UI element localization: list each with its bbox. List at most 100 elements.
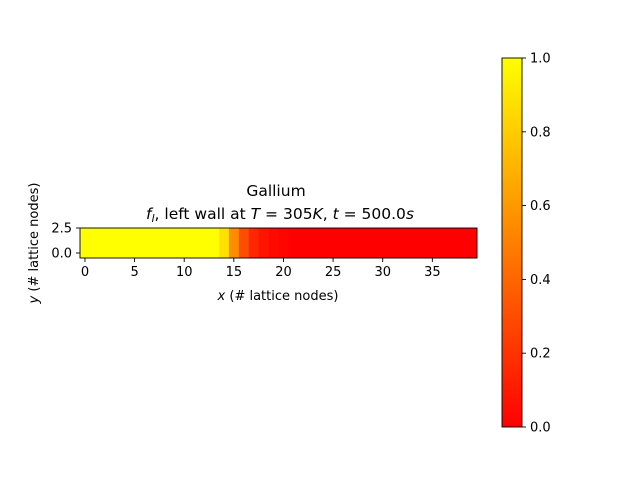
heatmap-cell — [387, 228, 398, 239]
x-tick-label: 20 — [275, 265, 292, 280]
heatmap-cell — [427, 228, 438, 239]
heatmap-cell — [318, 228, 329, 239]
heatmap-cell — [357, 238, 369, 249]
heatmap-cell — [149, 228, 160, 239]
colorbar-tick-label: 0.2 — [530, 347, 551, 362]
heatmap-cell — [367, 238, 379, 249]
heatmap-cell — [367, 248, 379, 259]
heatmap-cell — [397, 228, 408, 239]
colorbar-tick-label: 1.0 — [530, 52, 551, 67]
heatmap-cell — [89, 228, 101, 239]
heatmap-cell — [189, 248, 200, 259]
heatmap-cell — [248, 238, 260, 249]
y-tick-label: 0.0 — [51, 247, 72, 262]
heatmap-cell — [228, 228, 240, 239]
heatmap-cell — [417, 228, 428, 239]
heatmap-cell — [248, 248, 260, 259]
heatmap-cell — [437, 238, 448, 249]
heatmap-cell — [338, 228, 349, 239]
subtitle-sep: , — [323, 205, 333, 223]
heatmap-cell — [109, 248, 121, 259]
heatmap-cell — [397, 248, 408, 259]
x-tick-label: 35 — [424, 265, 441, 280]
heatmap-cell — [218, 238, 230, 249]
heatmap-cell — [338, 248, 349, 259]
heatmap-cell — [99, 228, 111, 239]
heatmap-cell — [278, 238, 289, 249]
heatmap-cell — [288, 238, 299, 249]
heatmap-cell — [238, 248, 250, 259]
heatmap-cell — [298, 238, 309, 249]
heatmap-cell — [149, 238, 160, 249]
heatmap-cell — [189, 228, 200, 239]
heatmap-cell — [218, 228, 230, 239]
heatmap-cell — [80, 248, 91, 259]
heatmap-cell — [129, 238, 140, 249]
heatmap-cell — [397, 238, 408, 249]
x-tick-label: 0 — [81, 265, 89, 280]
heatmap-cell — [377, 238, 389, 249]
heatmap-cell — [228, 238, 240, 249]
heatmap-cell — [169, 228, 180, 239]
heatmap-cell — [427, 238, 438, 249]
heatmap-cell — [268, 248, 279, 259]
x-axis-ticks: 0 5 10 15 20 25 30 35 — [81, 258, 441, 280]
heatmap-cell — [268, 228, 279, 239]
heatmap-cell — [308, 228, 319, 239]
heatmap-cell — [80, 228, 91, 239]
heatmap-cell — [248, 228, 260, 239]
heatmap-cell — [318, 248, 329, 259]
heatmap-cell — [258, 248, 269, 259]
heatmap-cell — [209, 238, 220, 249]
heatmap-cell — [457, 238, 468, 249]
heatmap-cell — [308, 238, 319, 249]
colorbar-tick-label: 0.4 — [530, 273, 551, 288]
heatmap-cell — [209, 228, 220, 239]
plot-frame — [79, 227, 478, 259]
colorbar-ticks: 0.0 0.2 0.4 0.6 0.8 1.0 — [522, 52, 551, 436]
y-axis-label: y (# lattice nodes) — [27, 183, 42, 305]
heatmap-cell — [357, 248, 369, 259]
heatmap-cell — [377, 248, 389, 259]
heatmap-cell — [189, 238, 200, 249]
heatmap-cell — [407, 228, 418, 239]
heatmap-cell — [89, 248, 101, 259]
heatmap-cell — [417, 248, 428, 259]
x-tick-label: 25 — [325, 265, 342, 280]
heatmap-cell — [149, 248, 160, 259]
heatmap-cell — [308, 248, 319, 259]
heatmap-cell — [179, 248, 190, 259]
heatmap-cell — [288, 248, 299, 259]
heatmap-cell — [387, 248, 398, 259]
y-tick-label: 2.5 — [51, 222, 72, 237]
x-tick-label: 30 — [374, 265, 391, 280]
subtitle-t-value: = 500.0 — [339, 205, 406, 223]
heatmap-cell — [89, 238, 101, 249]
subtitle-f: f — [146, 205, 154, 223]
subtitle-mid: , left wall at — [155, 205, 251, 223]
heatmap-cell — [139, 238, 150, 249]
subtitle-T-value: = 305 — [260, 205, 312, 223]
heatmap-cell — [347, 248, 359, 259]
chart-subtitle: fl, left wall at T = 305K, t = 500.0s — [146, 205, 414, 225]
heatmap-cell — [437, 248, 448, 259]
heatmap-cell — [238, 238, 250, 249]
heatmap-cell — [318, 238, 329, 249]
heatmap-cell — [447, 228, 458, 239]
heatmap-cell — [159, 228, 170, 239]
heatmap-cell — [387, 238, 398, 249]
heatmap-cell — [338, 238, 349, 249]
heatmap-cell — [99, 248, 111, 259]
heatmap-cell — [367, 228, 379, 239]
heatmap-cell — [159, 238, 170, 249]
heatmap-cell — [457, 228, 468, 239]
x-axis-label: x (# lattice nodes) — [217, 289, 339, 304]
heatmap-cell — [119, 248, 131, 259]
heatmap-cell — [80, 238, 91, 249]
heatmap-cell — [347, 228, 359, 239]
heatmap-cell — [427, 248, 438, 259]
heatmap-cell — [258, 238, 269, 249]
subtitle-t: t — [333, 205, 340, 223]
heatmap-cell — [407, 238, 418, 249]
